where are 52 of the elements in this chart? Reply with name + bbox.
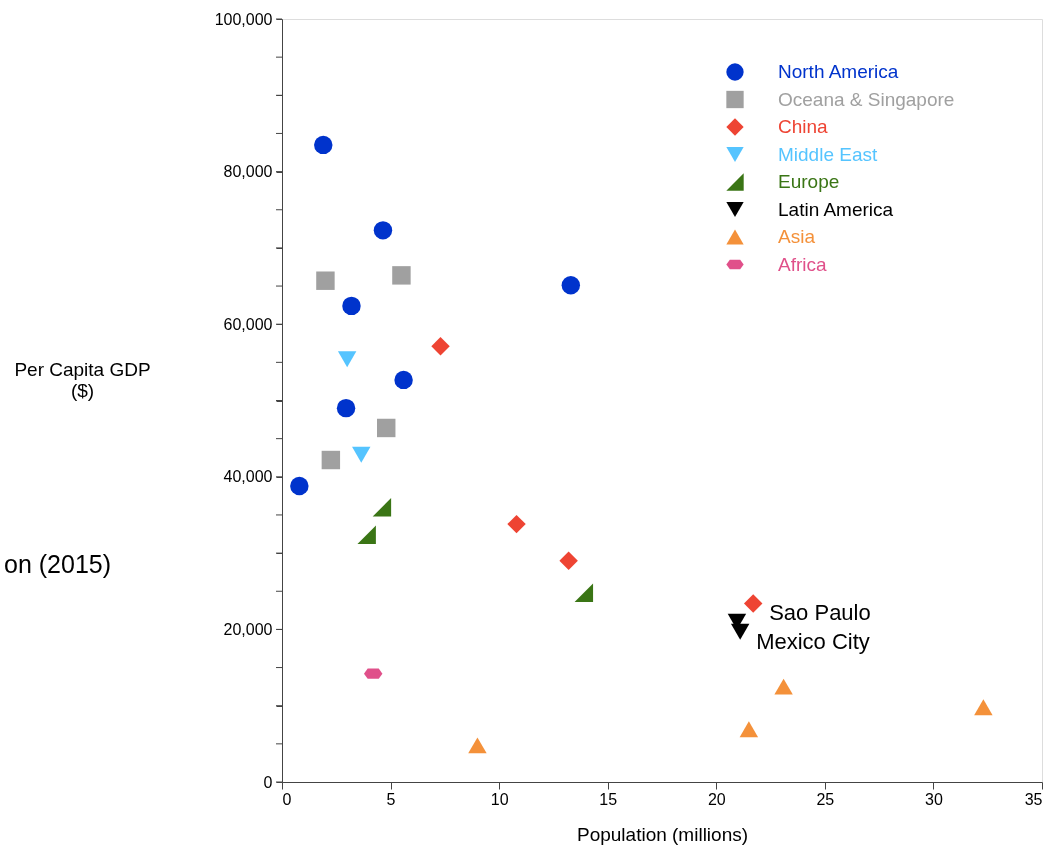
point — [559, 551, 578, 570]
point — [468, 737, 487, 754]
x-tick-label: 5 — [386, 790, 396, 808]
x-tick-label: 25 — [816, 790, 835, 808]
point — [431, 337, 450, 356]
point — [321, 450, 341, 470]
point — [372, 498, 392, 517]
point — [336, 398, 356, 418]
x-tick-label: 0 — [282, 790, 292, 808]
y-tick-label: 20,000 — [223, 620, 273, 638]
x-axis-title: Population (millions) — [576, 823, 749, 845]
y-tick-label: 100,000 — [214, 10, 273, 28]
point — [507, 514, 526, 534]
x-tick-label: 20 — [707, 790, 726, 808]
y-tick-label: 0 — [263, 773, 273, 791]
y-tick-label: 40,000 — [223, 468, 273, 486]
point — [774, 678, 793, 695]
legend-label: Africa — [778, 253, 827, 275]
point — [730, 623, 750, 640]
point — [342, 296, 361, 316]
legend-label: Oceana & Singapore — [778, 88, 955, 110]
legend-label: Latin America — [778, 198, 894, 220]
text: on (2015) — [4, 549, 112, 578]
x-tick-label: 35 — [1024, 790, 1043, 808]
point — [743, 594, 763, 613]
point — [739, 721, 759, 738]
point — [561, 276, 581, 295]
point — [373, 221, 393, 240]
y-axis-title: Per Capita GDP ($) — [14, 359, 151, 402]
point — [314, 135, 333, 155]
point — [974, 699, 993, 716]
annotation: Sao Paulo — [769, 600, 871, 626]
point — [316, 271, 335, 290]
legend-label: China — [778, 116, 829, 137]
point — [377, 418, 396, 438]
point — [392, 266, 411, 285]
x-tick-label: 30 — [925, 790, 943, 808]
legend-label: North America — [778, 61, 899, 82]
point — [337, 351, 357, 368]
x-tick-label: 15 — [599, 790, 618, 808]
legend-label: Europe — [778, 171, 840, 192]
point — [290, 476, 309, 496]
legend-label: Middle East — [778, 143, 878, 165]
annotation: Mexico City — [756, 628, 870, 654]
y-tick-label: 60,000 — [223, 315, 273, 333]
legend-label: Asia — [778, 226, 816, 247]
point — [357, 525, 376, 545]
x-tick-label: 10 — [490, 790, 509, 808]
y-tick-label: 80,000 — [223, 163, 273, 181]
point — [394, 370, 413, 390]
point — [574, 583, 594, 602]
point — [352, 446, 371, 463]
